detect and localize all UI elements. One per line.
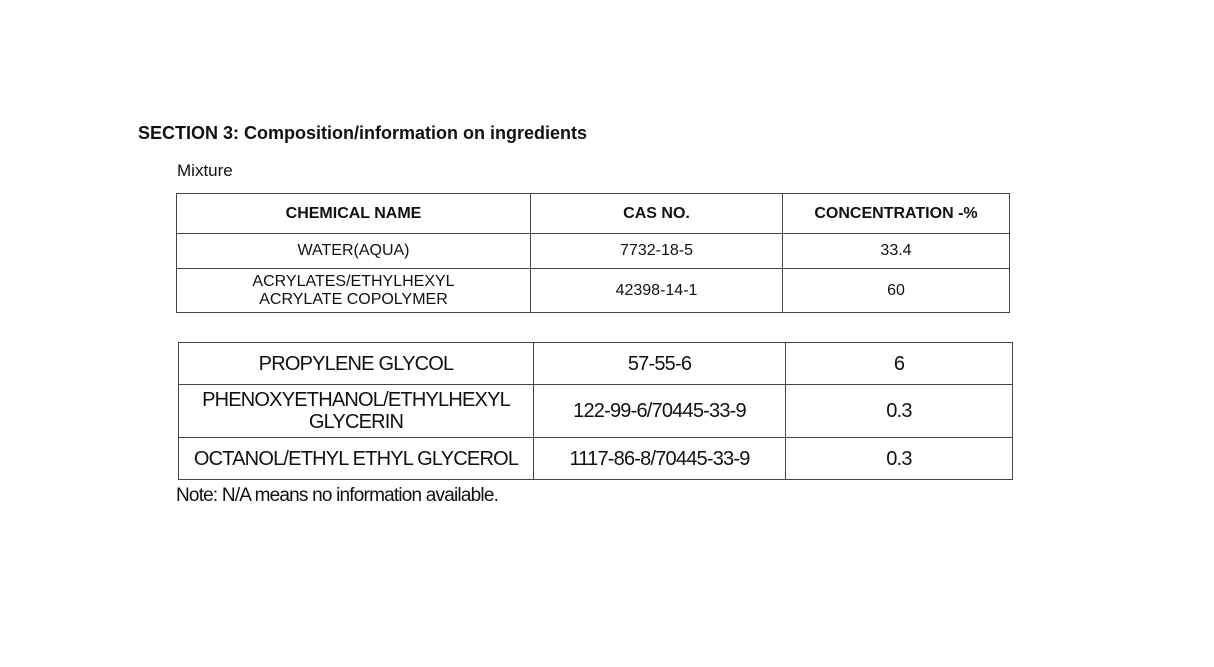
table-row: OCTANOL/ETHYL ETHYL GLYCEROL 1117-86-8/7… (178, 437, 1013, 480)
header-cas-no: CAS NO. (530, 193, 783, 234)
concentration-cell: 33.4 (782, 233, 1010, 269)
cas-cell: 122-99-6/70445-33-9 (533, 384, 786, 438)
cas-cell: 7732-18-5 (530, 233, 783, 269)
ingredients-table-1: CHEMICAL NAME CAS NO. CONCENTRATION -% W… (176, 193, 1010, 313)
concentration-cell: 0.3 (785, 437, 1013, 480)
cas-cell: 57-55-6 (533, 342, 786, 385)
ingredients-table-2: PROPYLENE GLYCOL 57-55-6 6 PHENOXYETHANO… (178, 342, 1013, 480)
chemical-name-cell: PHENOXYETHANOL/ETHYLHEXYL GLYCERIN (178, 384, 534, 438)
chemical-name-cell: WATER(AQUA) (176, 233, 531, 269)
chemical-name-cell: PROPYLENE GLYCOL (178, 342, 534, 385)
section-title: SECTION 3: Composition/information on in… (138, 123, 587, 143)
table-row: ACRYLATES/ETHYLHEXYL ACRYLATE COPOLYMER … (176, 268, 1010, 313)
header-concentration: CONCENTRATION -% (782, 193, 1010, 234)
table-row: PHENOXYETHANOL/ETHYLHEXYL GLYCERIN 122-9… (178, 384, 1013, 438)
cas-cell: 1117-86-8/70445-33-9 (533, 437, 786, 480)
cas-cell: 42398-14-1 (530, 268, 783, 313)
concentration-cell: 0.3 (785, 384, 1013, 438)
concentration-cell: 60 (782, 268, 1010, 313)
header-chemical-name: CHEMICAL NAME (176, 193, 531, 234)
table-row: PROPYLENE GLYCOL 57-55-6 6 (178, 342, 1013, 385)
concentration-cell: 6 (785, 342, 1013, 385)
chemical-name-cell: OCTANOL/ETHYL ETHYL GLYCEROL (178, 437, 534, 480)
table-header-row: CHEMICAL NAME CAS NO. CONCENTRATION -% (176, 193, 1010, 234)
note-text: Note: N/A means no information available… (176, 485, 499, 506)
mixture-label: Mixture (177, 161, 233, 180)
table-row: WATER(AQUA) 7732-18-5 33.4 (176, 233, 1010, 269)
chemical-name-cell: ACRYLATES/ETHYLHEXYL ACRYLATE COPOLYMER (176, 268, 531, 313)
